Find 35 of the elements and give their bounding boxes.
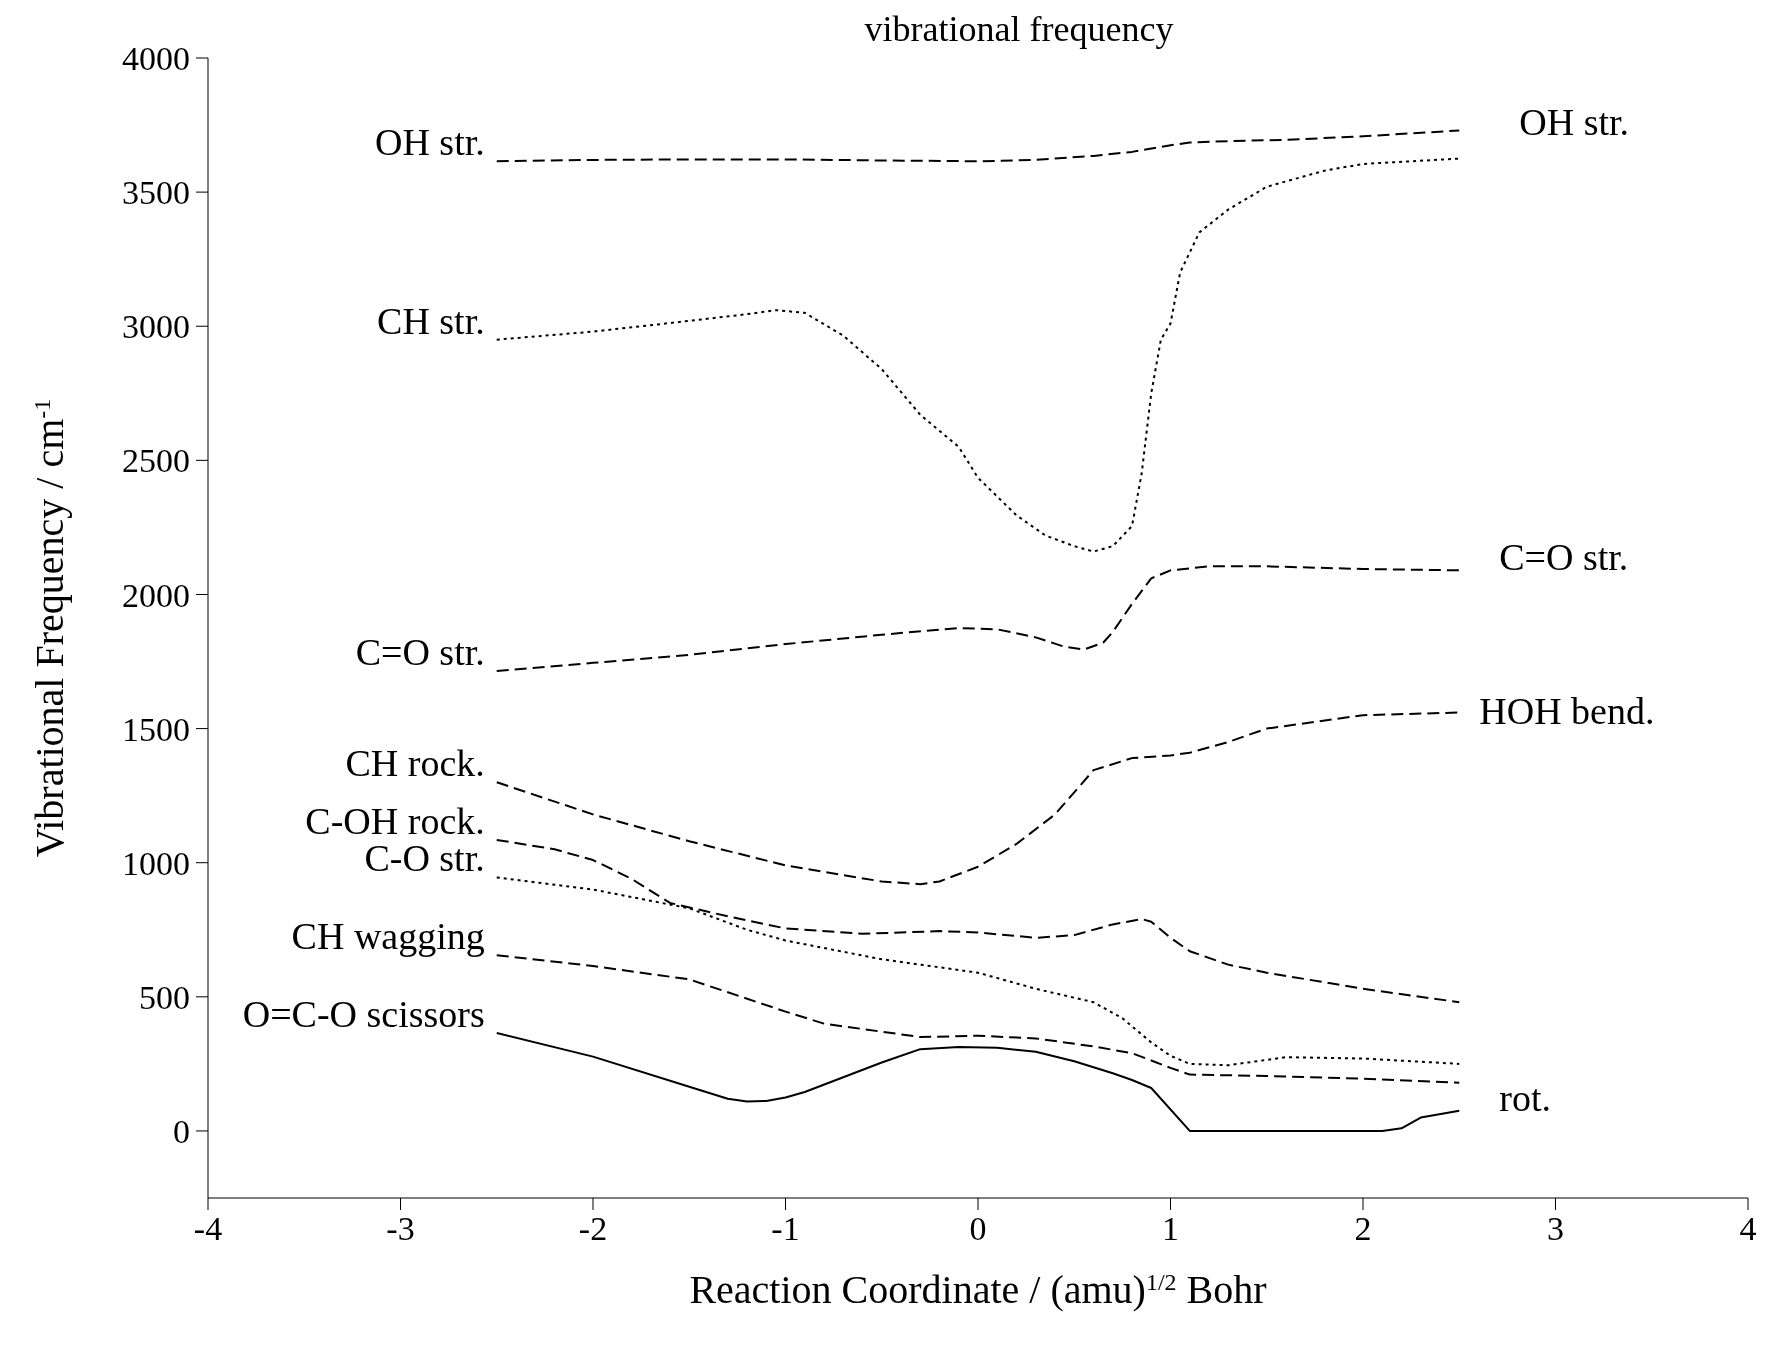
x-tick-label: 3 [1547,1210,1564,1248]
chart-title: vibrational frequency [863,8,1175,50]
line-series [495,565,1461,672]
x-axis-title: Reaction Coordinate / (amu)$^{1/2}$ Bohr [689,1267,1267,1312]
y-tick-label: 3500 [122,174,190,212]
x-tick-label: 2 [1354,1210,1372,1248]
line-series [495,157,1461,553]
series-label: OH str. [374,121,485,164]
x-tick-label: 0 [969,1210,987,1248]
series-label: CH str. [377,299,485,342]
x-tick-label: -4 [193,1210,223,1248]
annotation: OH str. [1519,101,1630,144]
x-tick-label: -1 [771,1210,800,1248]
series-label: O=C-O scissors [242,993,485,1036]
line-series [495,129,1461,163]
y-tick-label: 1000 [122,844,190,882]
x-tick-label: -3 [386,1210,415,1248]
y-tick-label: 4000 [122,40,190,78]
x-tick-label: -2 [578,1210,608,1248]
x-tick-label: 4 [1739,1210,1757,1248]
annotation: C=O str. [1499,536,1629,579]
y-tick-label: 1500 [122,710,190,748]
y-tick-label: 0 [173,1113,190,1151]
series-label: CH rock. [345,742,485,785]
x-tick-label: 1 [1162,1210,1179,1248]
annotation: rot. [1499,1076,1551,1119]
y-tick-label: 2000 [122,576,190,614]
annotation: HOH bend. [1479,690,1655,733]
series-label: CH wagging [291,915,485,958]
series-label: C=O str. [355,630,485,673]
y-tick-label: 3000 [122,308,190,346]
line-series [495,1032,1461,1132]
line-series [495,954,1461,1084]
y-tick-label: 500 [139,978,190,1016]
y-tick-label: 2500 [122,442,190,480]
